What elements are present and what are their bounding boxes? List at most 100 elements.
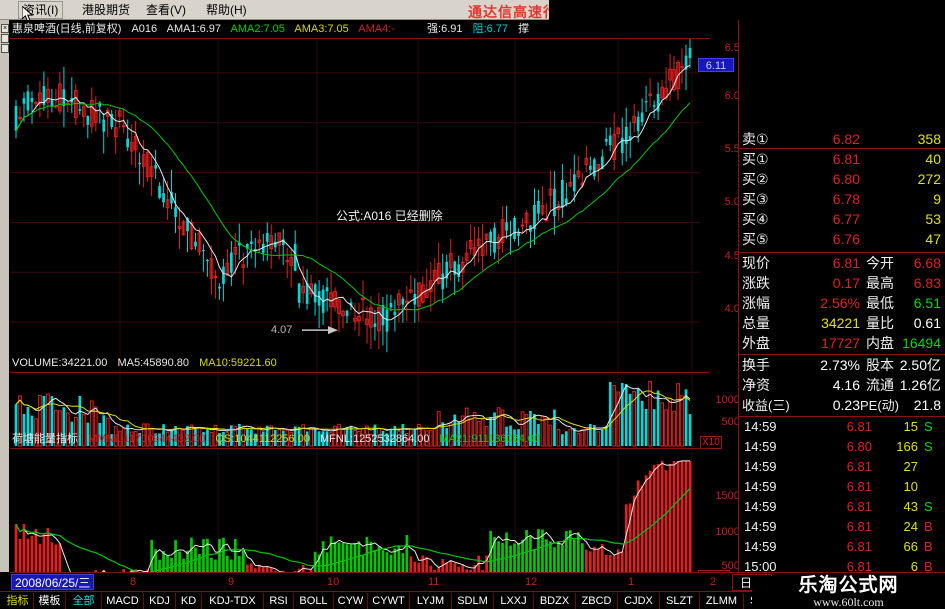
fundamental-row: 换手 2.73% 股本 2.50亿 [738, 356, 945, 375]
orderbook-row-buy5[interactable]: 买⑤ 6.76 47 [738, 230, 945, 249]
tick-side: S [924, 499, 933, 514]
fundamental-value: 0.23 [832, 397, 860, 413]
menu-item-help[interactable]: 帮助(H) [206, 3, 247, 17]
stat-value: 6.81 [832, 255, 860, 271]
stat-label: 总量 [742, 315, 770, 331]
kchart-strong: 强:6.91 [427, 23, 463, 35]
stat-value-2: 6.51 [913, 295, 941, 311]
tick-time: 14:59 [744, 519, 777, 534]
toolbar-button-all[interactable]: 全部 [66, 593, 102, 609]
toolbar-button-bdzx[interactable]: BDZX [534, 593, 576, 609]
volume-ma5: MA5:45890.80 [117, 357, 190, 369]
orderbook-label: 买③ [742, 191, 769, 207]
energy-indicator-pane[interactable] [10, 448, 710, 590]
date-axis-tick: 2 [710, 576, 717, 588]
stat-label: 外盘 [742, 335, 770, 351]
orderbook-volume: 272 [917, 171, 941, 187]
volume-scale-badge: X10 [700, 436, 722, 449]
tick-side: S [924, 439, 933, 454]
toolbar-button-boll[interactable]: BOLL [294, 593, 334, 609]
volume-header: VOLUME:34221.00 MA5:45890.80 MA10:59221.… [12, 356, 284, 370]
orderbook-price: 6.81 [832, 151, 860, 167]
orderbook-label: 卖① [742, 131, 769, 147]
toolbar-button-cywt[interactable]: CYWT [368, 593, 410, 609]
tick-price: 6.81 [846, 459, 872, 474]
orderbook-row-buy1[interactable]: 买① 6.81 40 [738, 150, 945, 169]
kchart-ama1: AMA1:6.97 [166, 23, 222, 35]
divider [738, 416, 945, 417]
tick-row[interactable]: 14:59 6.81 24 B [738, 518, 945, 536]
date-axis-tick: 10 [327, 576, 340, 588]
toolbar-button-cjdx[interactable]: CJDX [618, 593, 660, 609]
quote-stat-row: 涨跌 0.17 最高 6.83 [738, 274, 945, 293]
price-annotation-arrow [302, 326, 338, 335]
tick-time: 15:00 [744, 559, 777, 574]
toolbar-button-kd[interactable]: KD [176, 593, 202, 609]
tick-row[interactable]: 14:59 6.81 15 S [738, 418, 945, 436]
fundamental-row: 收益(三) 0.23 PE(动) 21.8 [738, 396, 945, 415]
close-icon[interactable]: × [1, 24, 9, 33]
toolbar-button-kdj-tdx[interactable]: KDJ-TDX [202, 593, 264, 609]
toolbar-button-zlmm[interactable]: ZLMM [700, 593, 744, 609]
stat-value-2: 6.83 [913, 275, 941, 291]
quote-stat-row: 外盘 17727 内盘 16494 [738, 334, 945, 353]
kline-pane[interactable]: 公式:A016 已经删除 4.07 [10, 38, 710, 372]
stat-label: 涨跌 [742, 275, 770, 291]
tick-row[interactable]: 14:59 6.81 10 [738, 478, 945, 496]
orderbook-row-buy3[interactable]: 买③ 6.78 9 [738, 190, 945, 209]
tick-row[interactable]: 14:59 6.81 66 B [738, 538, 945, 556]
toolbar-button-lxxj[interactable]: LXXJ [494, 593, 534, 609]
tick-row[interactable]: 14:59 6.81 27 [738, 458, 945, 476]
orderbook-row-buy4[interactable]: 买④ 6.77 53 [738, 210, 945, 229]
toolbar-button-lyjm[interactable]: LYJM [410, 593, 452, 609]
toolbar-button-sdlm[interactable]: SDLM [452, 593, 494, 609]
toolbar-button-kdj[interactable]: KDJ [144, 593, 176, 609]
tick-row[interactable]: 15:00 6.81 6 B [738, 558, 945, 576]
left-edge-strip: × [0, 20, 10, 572]
menu-item-view[interactable]: 查看(V) [146, 3, 186, 17]
stat-value: 0.17 [832, 275, 860, 291]
titlebar-right-filler [549, 0, 945, 20]
stat-label: 现价 [742, 255, 770, 271]
tick-volume: 43 [903, 499, 918, 514]
toolbar-button-indicator[interactable]: 指标 [2, 593, 34, 609]
toolbar-button-cyw[interactable]: CYW [334, 593, 368, 609]
toolbar-button-rsi[interactable]: RSI [264, 593, 294, 609]
volume-canvas [10, 373, 710, 448]
toolbar-button-zbcd[interactable]: ZBCD [576, 593, 618, 609]
orderbook-price: 6.78 [832, 191, 860, 207]
tick-row[interactable]: 14:59 6.80 166 S [738, 438, 945, 456]
quote-stat-row: 总量 34221 量比 0.61 [738, 314, 945, 333]
selected-date-label: 2008/06/25/三 [11, 574, 95, 590]
watermark-site-url: www.60lt.com [813, 595, 884, 609]
kchart-ama2: AMA2:7.05 [230, 23, 285, 35]
cursor-price-marker: 6.11 [698, 58, 734, 72]
watermark: 乐淘公式网 www.60lt.com [752, 576, 945, 609]
tick-time: 14:59 [744, 539, 777, 554]
date-axis-tick: 8 [130, 576, 137, 588]
toolbar-button-slzt[interactable]: SLZT [660, 593, 700, 609]
orderbook-price: 6.80 [832, 171, 860, 187]
tick-row[interactable]: 14:59 6.81 43 S [738, 498, 945, 516]
volume-pane[interactable] [10, 372, 710, 448]
date-axis-tick: 11 [428, 576, 440, 588]
tick-side: S [924, 419, 933, 434]
fundamental-label: 净资 [742, 377, 770, 393]
stat-value-2: 6.68 [913, 255, 941, 271]
kchart-ama4: AMA4:- [358, 23, 395, 35]
restore-icon[interactable] [1, 44, 9, 53]
toolbar-button-template[interactable]: 模板 [34, 593, 66, 609]
divider [738, 148, 945, 149]
minimize-icon[interactable] [1, 34, 9, 43]
orderbook-row-sell1[interactable]: 卖① 6.82 358 [738, 130, 945, 149]
tick-price: 6.81 [846, 479, 872, 494]
fundamental-label-2: PE(动) [860, 398, 900, 413]
tick-volume: 15 [903, 419, 918, 434]
orderbook-volume: 47 [925, 231, 941, 247]
tick-volume: 27 [903, 459, 918, 474]
tick-price: 6.81 [846, 499, 872, 514]
toolbar-button-macd[interactable]: MACD [102, 593, 144, 609]
orderbook-row-buy2[interactable]: 买② 6.80 272 [738, 170, 945, 189]
stat-value-2: 16494 [902, 335, 941, 351]
menu-item-hk-futures[interactable]: 港股期货 [82, 3, 131, 17]
